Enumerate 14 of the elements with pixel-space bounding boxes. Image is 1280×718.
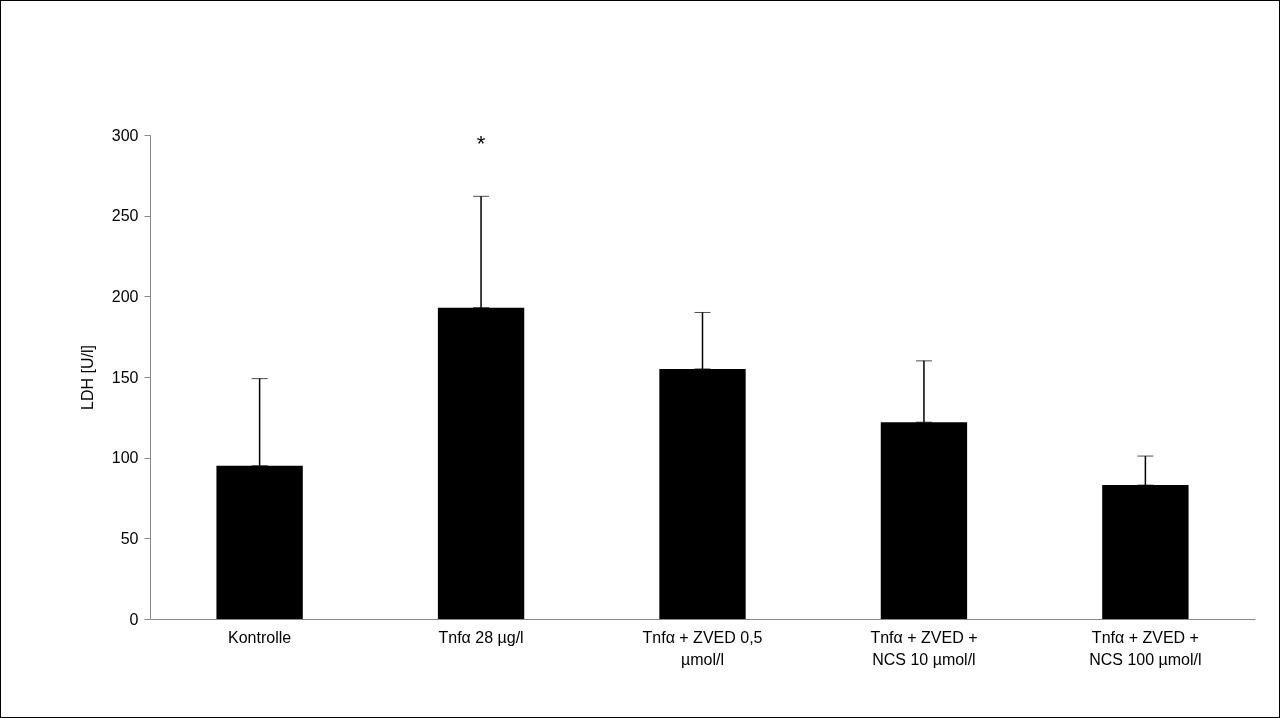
x-tick-label: Tnfα + ZVED + NCS 10 µmol/l — [870, 628, 978, 668]
x-tick-label: Tnfα + ZVED 0,5 µmol/l — [642, 628, 763, 668]
y-tick-label: 200 — [111, 287, 139, 305]
x-tick-label: Tnfα 28 µg/l — [438, 628, 524, 646]
y-axis-title: LDH [U/l] — [78, 345, 96, 410]
y-tick-label: 250 — [111, 207, 139, 225]
x-tick-label: Kontrolle — [228, 628, 292, 646]
y-tick-label: 50 — [120, 529, 139, 547]
y-tick-label: 0 — [129, 610, 139, 628]
y-tick-label: 300 — [111, 126, 139, 144]
y-tick-label: 100 — [111, 449, 139, 467]
y-tick-label: 150 — [111, 368, 139, 386]
annotation: * — [476, 131, 486, 157]
x-tick-label: Tnfα + ZVED + NCS 100 µmol/l — [1089, 628, 1202, 668]
